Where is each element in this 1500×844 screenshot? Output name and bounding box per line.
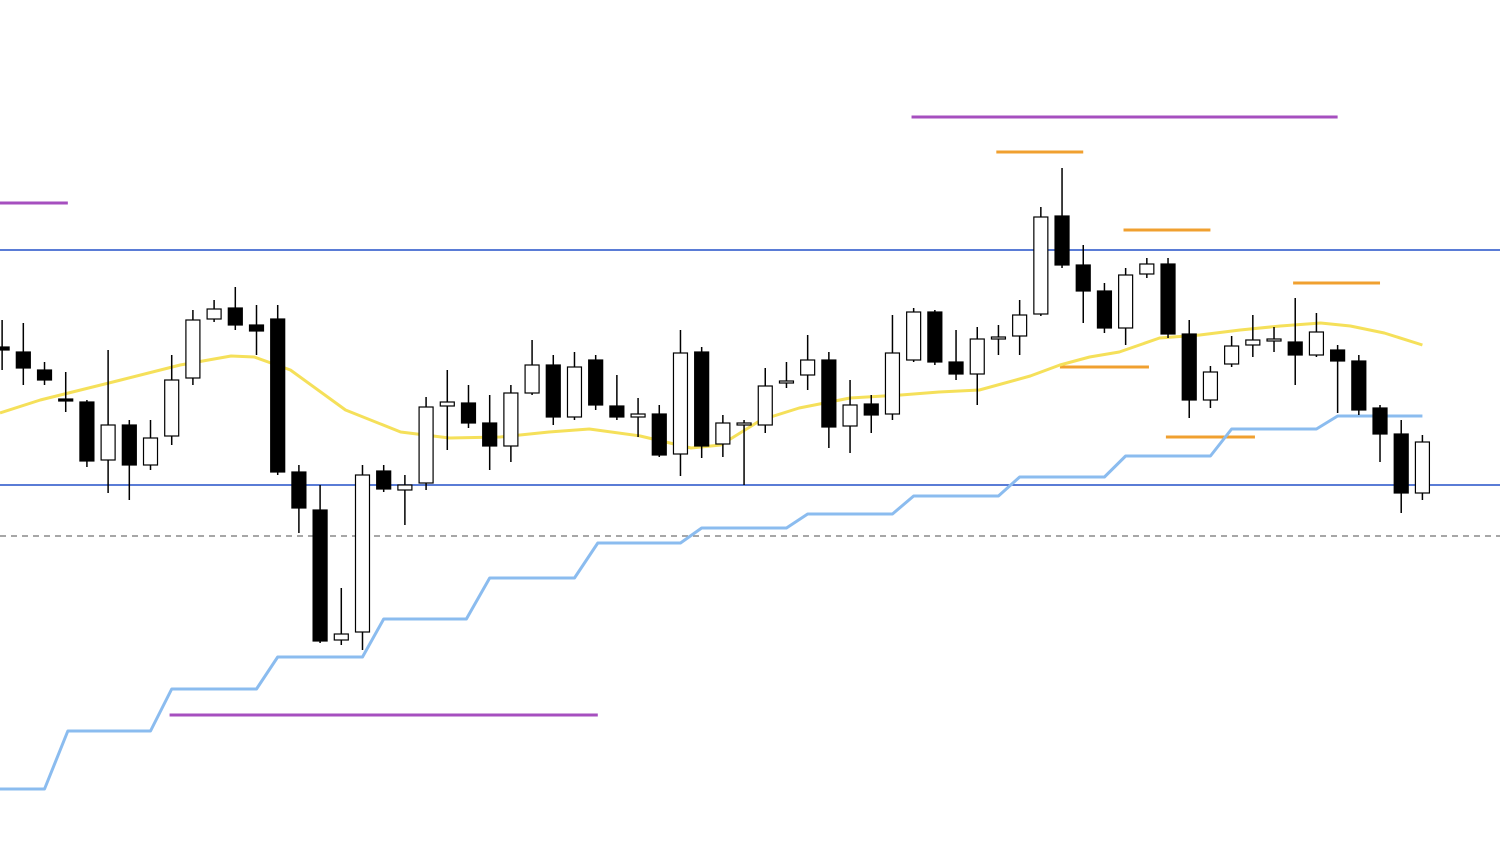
candle-body [503, 392, 519, 447]
candle-body [460, 402, 477, 424]
candle-body [36, 369, 53, 381]
candle-body [333, 633, 349, 641]
candle-body [1308, 331, 1325, 356]
candle-body [248, 324, 265, 332]
candle-body [1160, 263, 1176, 335]
candle-body [842, 404, 858, 427]
candle-body [863, 403, 879, 416]
candle-body [270, 318, 286, 473]
candle-body [969, 338, 985, 375]
candle-body [1245, 339, 1261, 346]
candle-body [1393, 433, 1409, 494]
candle-body [1012, 314, 1028, 337]
candle-body [1287, 341, 1303, 356]
candle-body [736, 422, 752, 426]
candle-body [821, 359, 837, 428]
candle-body [778, 380, 795, 384]
candle-body [1414, 441, 1431, 494]
candle-body [630, 413, 646, 418]
candle-body [482, 422, 498, 447]
candle-body [121, 424, 137, 466]
candle-body [651, 413, 667, 456]
candle-body [354, 474, 371, 633]
candle-body [1372, 407, 1388, 435]
candle-body [0, 346, 10, 351]
candle-body [142, 437, 159, 466]
candle-body [1181, 333, 1197, 401]
candle-body [884, 352, 901, 415]
candle-body [990, 336, 1007, 340]
candle-body [609, 405, 625, 418]
candle-body [397, 484, 413, 491]
candle-body [1351, 360, 1367, 411]
candle-body [15, 351, 31, 369]
candle-body [79, 401, 95, 462]
candle-body [439, 401, 455, 407]
candle-body [418, 406, 434, 484]
candle-body [58, 398, 74, 402]
candle-body [291, 471, 307, 509]
candle-body [566, 366, 583, 418]
candle-body [312, 509, 328, 642]
candle-body [1118, 274, 1134, 329]
candle-body [1075, 264, 1091, 292]
candle-body [185, 319, 201, 379]
candle-body [1054, 215, 1070, 266]
candle-body [800, 359, 816, 376]
candle-body [672, 352, 689, 455]
candle-body [376, 470, 392, 490]
candle-body [1139, 263, 1155, 275]
candle-body [757, 385, 773, 426]
candle-body [1330, 349, 1346, 362]
candle-body [948, 361, 964, 375]
candle-body [906, 311, 922, 361]
candle-body [164, 379, 180, 437]
candle-body [1266, 338, 1282, 342]
candle-body [100, 424, 116, 461]
candle-body [545, 364, 561, 418]
candle-body [1096, 290, 1113, 329]
candle-body [694, 351, 710, 447]
candle-body [206, 308, 222, 320]
indicator-line [0, 414, 1423, 791]
candle-body [715, 422, 731, 445]
candle-body [1224, 345, 1240, 365]
candle-body [927, 311, 943, 363]
candle-body [1202, 371, 1219, 401]
candle-body [1033, 216, 1049, 315]
candle-body [227, 307, 243, 326]
candle-body [588, 359, 604, 406]
candle-body [524, 364, 540, 394]
